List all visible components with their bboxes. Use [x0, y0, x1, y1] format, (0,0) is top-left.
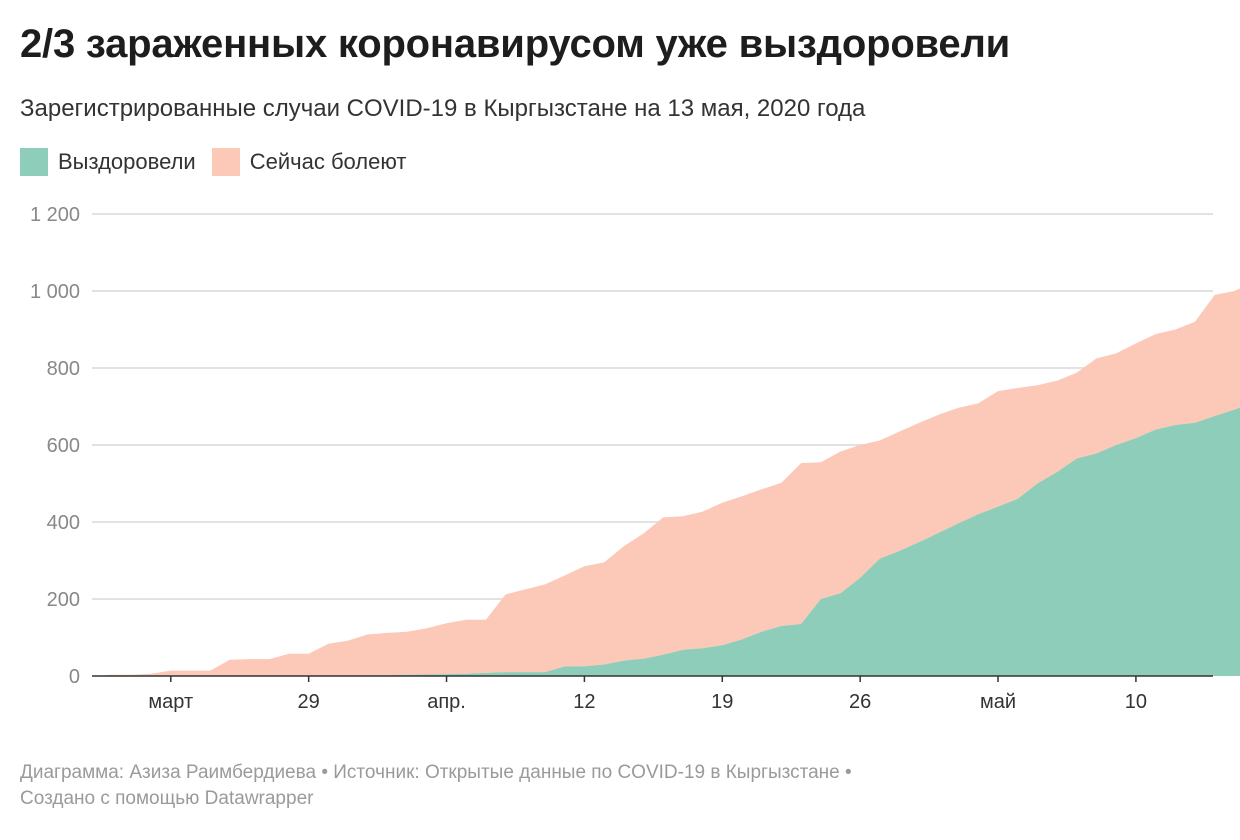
legend-swatch-active — [211, 148, 240, 176]
footer: Диаграмма: Азиза Раимбердиева • Источник… — [20, 760, 1120, 812]
legend-item-active: Сейчас болеют — [211, 148, 407, 176]
y-tick-label: 1 000 — [30, 281, 80, 303]
y-tick-label: 1 200 — [30, 204, 80, 226]
footer-credit: Создано с помощью Datawrapper — [20, 788, 314, 809]
legend-item-recovered: Выздоровели — [20, 148, 196, 176]
x-tick-label: март — [148, 691, 193, 713]
y-tick-label: 200 — [47, 589, 80, 611]
x-tick-label: 26 — [849, 691, 871, 713]
area-active — [92, 288, 1240, 676]
x-tick-label: 12 — [573, 691, 595, 713]
x-tick-label: апр. — [427, 691, 466, 713]
footer-source: Диаграмма: Азиза Раимбердиева • Источник… — [20, 762, 852, 783]
legend-label-active: Сейчас болеют — [249, 149, 407, 174]
y-tick-label: 600 — [47, 435, 80, 457]
x-tick-label: май — [980, 691, 1016, 713]
legend-label-recovered: Выздоровели — [58, 149, 196, 174]
y-tick-label: 0 — [69, 666, 80, 688]
legend-swatch-recovered — [20, 148, 48, 176]
legend: Выздоровели Сейчас болеют — [20, 147, 422, 177]
chart-subtitle: Зарегистрированные случаи COVID-19 в Кыр… — [20, 95, 866, 122]
area-recovered — [92, 407, 1240, 676]
y-tick-label: 800 — [47, 358, 80, 380]
x-tick-label: 19 — [711, 691, 733, 713]
x-tick-label: 29 — [298, 691, 320, 713]
chart-title: 2/3 зараженных коронавирусом уже выздоро… — [20, 22, 1011, 66]
x-tick-label: 10 — [1125, 691, 1147, 713]
y-tick-label: 400 — [47, 512, 80, 534]
